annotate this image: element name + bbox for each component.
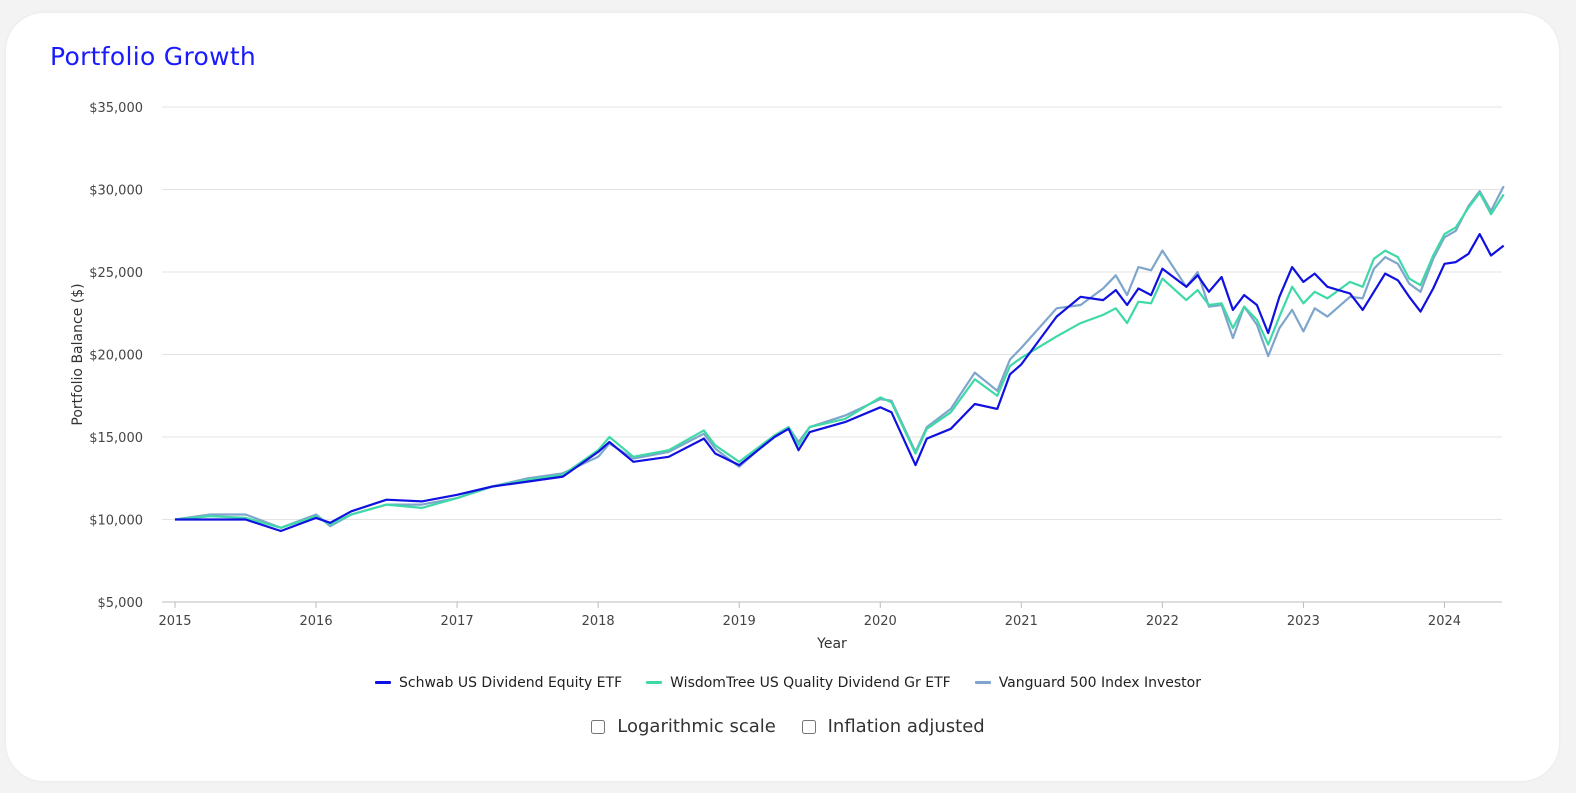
y-tick-label: $5,000 — [98, 596, 144, 611]
legend-swatch — [375, 681, 391, 684]
legend-item[interactable]: Schwab US Dividend Equity ETF — [375, 675, 622, 691]
x-tick-label: 2023 — [1287, 614, 1320, 629]
legend-label: Schwab US Dividend Equity ETF — [399, 674, 623, 691]
series-lines — [174, 185, 1505, 533]
x-tick-label: 2024 — [1428, 614, 1461, 629]
grid-lines — [162, 106, 1502, 603]
log-scale-checkbox[interactable] — [591, 719, 606, 734]
x-axis-title: Year — [816, 636, 847, 652]
x-tick-label: 2018 — [582, 614, 615, 629]
series-line-0 — [175, 233, 1505, 533]
page-title: Portfolio Growth — [50, 42, 257, 71]
chart-legend: Schwab US Dividend Equity ETF WisdomTree … — [0, 672, 1576, 691]
x-tick-label: 2019 — [723, 614, 756, 629]
y-tick-label: $20,000 — [89, 349, 143, 364]
y-tick-label: $15,000 — [89, 431, 143, 446]
inflation-adjusted-checkbox[interactable] — [801, 719, 816, 734]
x-tick-label: 2022 — [1146, 614, 1179, 629]
log-scale-label: Logarithmic scale — [617, 716, 776, 737]
log-scale-option[interactable]: Logarithmic scale — [591, 716, 776, 737]
y-axis-title: Portfolio Balance ($) — [70, 283, 86, 425]
legend-swatch — [646, 681, 663, 684]
legend-item[interactable]: WisdomTree US Quality Dividend Gr ETF — [646, 675, 951, 691]
y-tick-label: $30,000 — [89, 184, 143, 199]
y-tick-label: $10,000 — [89, 514, 143, 529]
x-tick-label: 2015 — [158, 614, 191, 629]
chart-options: Logarithmic scale Inflation adjusted — [0, 716, 1576, 739]
legend-label: WisdomTree US Quality Dividend Gr ETF — [670, 674, 951, 691]
legend-swatch — [974, 681, 991, 684]
inflation-adjusted-option[interactable]: Inflation adjusted — [801, 716, 985, 737]
x-tick-label: 2020 — [864, 614, 897, 629]
series-line-1 — [174, 191, 1505, 529]
axes: $5,000 $10,000 $15,000 $20,000 $25,000 $30,00… — [70, 101, 1502, 652]
inflation-adjusted-label: Inflation adjusted — [827, 716, 985, 737]
legend-label: Vanguard 500 Index Investor — [998, 674, 1201, 691]
x-tick-label: 2021 — [1005, 614, 1038, 629]
x-tick-label: 2017 — [441, 614, 474, 629]
y-tick-label: $25,000 — [89, 266, 143, 281]
chart-card — [6, 13, 1559, 781]
series-line-2 — [174, 185, 1505, 529]
legend-item[interactable]: Vanguard 500 Index Investor — [974, 674, 1201, 691]
y-tick-label: $35,000 — [89, 101, 143, 116]
x-tick-label: 2016 — [300, 614, 333, 629]
